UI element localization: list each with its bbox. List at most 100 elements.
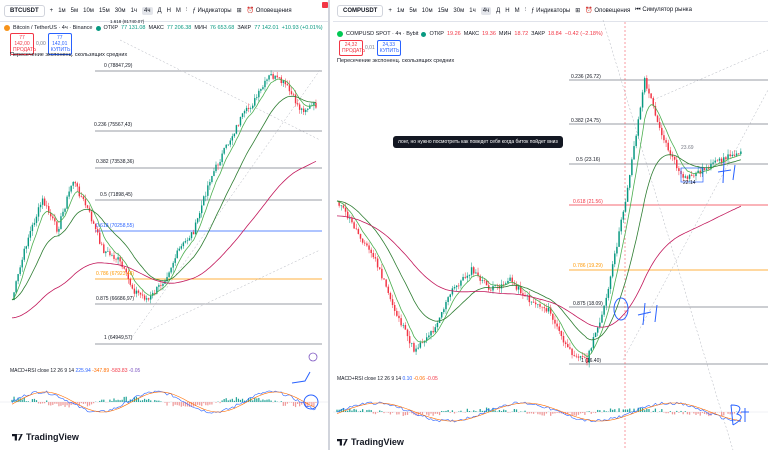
alerts-label: Оповещения — [594, 8, 631, 14]
interval-5m[interactable]: 5м — [70, 7, 79, 14]
candle-body — [417, 347, 419, 349]
macd-histogram-bar — [56, 402, 58, 404]
symbol-search-button[interactable]: BTCUSDT — [4, 4, 45, 17]
candle-body — [398, 315, 400, 319]
compare-plus-icon[interactable]: + — [388, 7, 392, 14]
candle-body — [714, 160, 716, 163]
candle-body — [113, 255, 115, 259]
buy-button[interactable]: 24,33 КУПИТЬ — [376, 40, 401, 56]
candle-type-icon[interactable]: ⫶ — [524, 7, 527, 13]
layout-icon[interactable]: ⊞ — [575, 8, 581, 14]
interval-m[interactable]: M — [514, 7, 520, 14]
hand-drawn-circle — [303, 394, 319, 410]
buy-button[interactable]: 77 142,01 КУПИТЬ — [47, 33, 72, 55]
indicators-button[interactable]: ƒ Индикаторы — [192, 7, 232, 14]
interval-1m[interactable]: 1м — [58, 7, 66, 14]
interval-15m[interactable]: 15м — [98, 7, 110, 14]
macd-histogram-bar — [201, 402, 203, 407]
macd-histogram-bar — [481, 410, 483, 412]
candle-body — [581, 356, 584, 357]
macd-histogram-bar — [154, 399, 156, 402]
candle-body — [703, 168, 706, 170]
macd-histogram-bar — [594, 412, 597, 414]
macd-histogram-bar — [315, 402, 317, 403]
interval-10m[interactable]: 10м — [421, 7, 433, 14]
candle-body — [605, 297, 607, 306]
candle-body — [708, 168, 710, 170]
fib-top-label: 1.618 (81740.07) — [110, 19, 145, 24]
candle-body — [710, 163, 712, 170]
alerts-button[interactable]: ⏰ Оповещения — [246, 8, 292, 14]
ema-mid-line — [336, 154, 742, 341]
interval-30m[interactable]: 30м — [453, 7, 465, 14]
candle-body — [162, 283, 164, 286]
interval-4h[interactable]: 4ч — [480, 6, 492, 15]
interval-m[interactable]: M — [175, 7, 181, 14]
macd-histogram-bar — [66, 402, 68, 406]
candle-body — [207, 185, 209, 196]
macd-histogram-bar — [25, 401, 27, 402]
macd-histogram-bar — [133, 397, 136, 402]
macd-histogram-bar — [612, 409, 614, 412]
macd-histogram-bar — [52, 402, 54, 405]
interval-10m[interactable]: 10м — [83, 7, 94, 14]
interval-d[interactable]: Д — [496, 7, 501, 14]
comp-chart-pane[interactable]: COMPUSDT + 1м 5м 10м 15м 30м 1ч 4ч Д Н M… — [333, 0, 768, 450]
macd-histogram-bar — [513, 408, 515, 412]
interval-5m[interactable]: 5м — [409, 7, 417, 14]
indicators-button[interactable]: ƒ Индикаторы — [531, 7, 571, 14]
macd-histogram-bar — [15, 399, 17, 402]
interval-1h[interactable]: 1ч — [130, 7, 138, 14]
replay-button[interactable]: ⏮ Симулятор рынка — [635, 7, 692, 13]
candle-body — [150, 295, 152, 300]
candle-body — [94, 223, 97, 230]
macd-histogram-bar — [368, 409, 370, 412]
candle-body — [534, 302, 537, 305]
ema-cross-label[interactable]: Пересечение экспоненц. скользящих средни… — [10, 52, 128, 58]
candle-body — [82, 196, 85, 200]
macd-legend[interactable]: MACD+RSI close 12 26 9 14 225.94 -347.89… — [10, 368, 140, 374]
comp-price-chart[interactable] — [333, 0, 768, 450]
candle-body — [449, 294, 452, 298]
macd-histogram-bar — [673, 412, 676, 415]
macd-histogram-bar — [137, 397, 140, 402]
sell-button[interactable]: 77 142,00 ПРОДАТЬ — [10, 33, 36, 55]
candle-body — [455, 285, 458, 288]
macd-histogram-bar — [82, 402, 85, 404]
macd-histogram-bar — [468, 411, 471, 412]
candle-body — [209, 182, 211, 186]
macd-histogram-bar — [624, 409, 627, 412]
macd-histogram-bar — [262, 399, 264, 402]
interval-4h[interactable]: 4ч — [142, 6, 153, 15]
interval-30m[interactable]: 30м — [114, 7, 126, 14]
legend-high-label: МАКС — [148, 25, 164, 31]
macd-value-1: 0.10 — [402, 376, 413, 382]
symbol-search-button[interactable]: COMPUSDT — [337, 4, 384, 17]
interval-15m[interactable]: 15м — [437, 7, 449, 14]
macd-histogram-bar — [661, 409, 663, 412]
legend-title[interactable]: COMPUSD SPOT · 4ч · Bybit — [346, 31, 419, 37]
layout-icon[interactable]: ⊞ — [236, 8, 242, 14]
candle-body — [445, 302, 447, 310]
tradingview-logo[interactable]: TradingView — [12, 432, 79, 442]
ema-cross-label[interactable]: Пересечение экспоненц. скользящих средни… — [337, 58, 455, 64]
interval-w[interactable]: Н — [166, 7, 171, 14]
notification-badge[interactable] — [322, 2, 328, 8]
interval-w[interactable]: Н — [505, 7, 510, 14]
btc-chart-pane[interactable]: BTCUSDT + 1м 5м 10м 15м 30м 1ч 4ч Д Н M … — [0, 0, 330, 450]
tradingview-logo-text: TradingView — [26, 432, 79, 442]
interval-1h[interactable]: 1ч — [469, 7, 476, 14]
legend-title[interactable]: Bitcoin / TetherUS · 4ч · Binance — [13, 25, 93, 31]
candle-body — [411, 343, 413, 344]
btc-price-chart[interactable] — [0, 0, 330, 450]
macd-legend[interactable]: MACD+RSI close 12 26 9 14 0.10 -0.06 -0.… — [337, 376, 438, 382]
alerts-button[interactable]: ⏰ Оповещения — [585, 8, 631, 14]
candle-body — [190, 232, 193, 239]
interval-1m[interactable]: 1м — [396, 7, 405, 14]
sell-button[interactable]: 24,32 ПРОДАТЬ — [339, 40, 365, 56]
compare-plus-icon[interactable]: + — [49, 7, 54, 14]
tradingview-logo[interactable]: TradingView — [337, 437, 404, 447]
interval-d[interactable]: Д — [157, 7, 162, 14]
candle-type-icon[interactable]: ⫶ — [185, 7, 188, 13]
legend-low-label: МИН — [194, 25, 207, 31]
